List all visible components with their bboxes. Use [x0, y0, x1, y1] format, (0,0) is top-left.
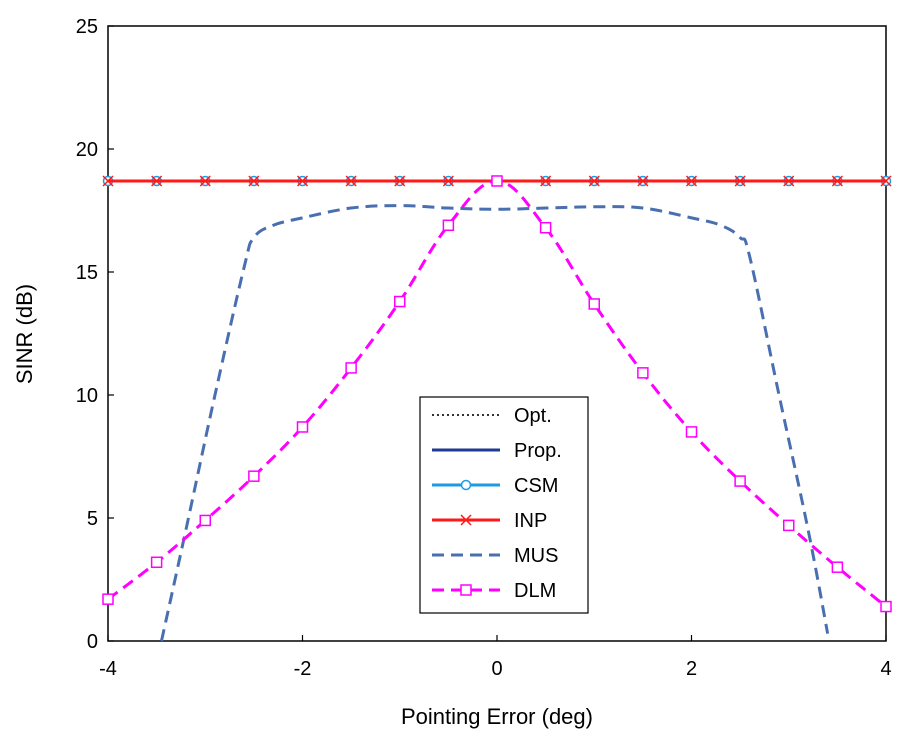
marker-stroke [880, 175, 892, 187]
data-point-inp [588, 175, 600, 187]
series-dlm [102, 175, 892, 613]
legend-label-prop: Prop. [514, 440, 562, 462]
legend-item-dlm: DLM [432, 580, 556, 602]
legend-label-inp: INP [514, 510, 547, 532]
x-axis-title: Pointing Error (deg) [401, 704, 593, 729]
x-tick-label: 4 [880, 658, 891, 680]
data-point-inp [685, 175, 698, 187]
x-tick-label: 2 [686, 658, 697, 680]
data-point-inp [199, 175, 211, 187]
y-tick-label: 0 [87, 631, 98, 653]
data-point-dlm [637, 367, 649, 379]
series-layer [102, 175, 892, 642]
legend-item-inp: INP [432, 510, 547, 532]
y-tick-label: 25 [76, 16, 98, 38]
legend-marker-csm [460, 479, 472, 491]
data-point-dlm [345, 362, 357, 374]
data-point-dlm [442, 219, 455, 232]
marker-stroke [540, 175, 552, 187]
legend-label-dlm: DLM [514, 580, 556, 602]
data-point-inp [783, 175, 795, 187]
marker-stroke [831, 175, 843, 187]
y-tick-label: 20 [76, 139, 98, 161]
data-point-dlm [783, 519, 795, 532]
y-tick-label: 15 [76, 262, 98, 284]
legend-item-csm: CSM [432, 475, 558, 497]
data-point-dlm [734, 475, 746, 487]
data-point-inp [734, 175, 746, 187]
legend-label-mus: MUS [514, 545, 558, 567]
data-point-inp [831, 175, 843, 187]
data-point-dlm [102, 593, 114, 605]
legend-marker-dlm [460, 584, 472, 596]
marker-stroke [783, 175, 795, 187]
legend-item-mus: MUS [432, 545, 558, 567]
marker-stroke [460, 514, 472, 526]
legend-label-csm: CSM [514, 475, 558, 497]
data-point-inp [102, 175, 114, 187]
data-point-dlm [394, 295, 406, 308]
data-point-dlm [150, 556, 163, 569]
x-tick-label: -4 [99, 658, 117, 680]
legend-box [419, 396, 589, 614]
marker-stroke [102, 175, 114, 187]
marker-stroke [442, 175, 454, 187]
data-point-dlm [831, 561, 844, 573]
data-point-inp [637, 175, 649, 187]
legend: Opt. Prop. CSM INP MUS DLM [419, 396, 589, 614]
x-tick-label: 0 [491, 658, 502, 680]
x-tick-label: -2 [294, 658, 312, 680]
marker-stroke [734, 175, 746, 187]
marker-stroke [588, 175, 600, 187]
y-tick-label: 10 [76, 385, 98, 407]
data-point-dlm [880, 600, 892, 613]
y-axis-title: SINR (dB) [12, 284, 37, 384]
marker-stroke [685, 175, 698, 187]
data-point-dlm [539, 221, 552, 234]
axis-ticks: 0 5 10 15 20 25 -4 -2 0 2 4 [76, 16, 892, 680]
data-point-inp [345, 175, 357, 187]
data-point-inp [248, 175, 260, 187]
legend-marker-inp [460, 514, 472, 526]
data-point-inp [540, 175, 552, 187]
legend-item-opt: Opt. [432, 405, 552, 427]
data-point-inp [151, 175, 163, 187]
data-point-dlm [248, 470, 260, 482]
marker-stroke [296, 175, 309, 187]
y-tick-label: 5 [87, 508, 98, 530]
marker-stroke [248, 175, 260, 187]
data-point-dlm [588, 298, 600, 310]
marker-stroke [151, 175, 163, 187]
marker-stroke [637, 175, 649, 187]
data-point-inp [442, 175, 454, 187]
data-point-inp [880, 175, 892, 187]
data-point-dlm [685, 426, 698, 438]
marker-stroke [199, 175, 211, 187]
legend-item-prop: Prop. [432, 440, 562, 462]
marker-stroke [345, 175, 357, 187]
data-point-inp [394, 175, 406, 187]
data-point-dlm [491, 175, 503, 187]
data-point-dlm [199, 514, 211, 527]
data-point-inp [296, 175, 309, 187]
data-point-dlm [296, 421, 309, 433]
marker-stroke [394, 175, 406, 187]
legend-label-opt: Opt. [514, 405, 552, 427]
